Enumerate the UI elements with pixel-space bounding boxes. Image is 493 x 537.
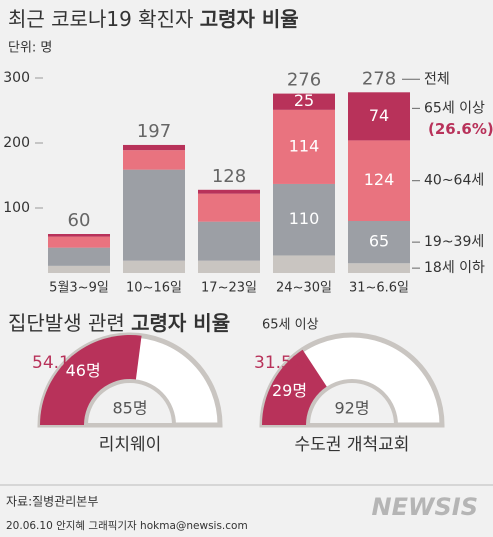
x-tick-label: 31~6.6일 [349,281,409,296]
donut-name: 리치웨이 [99,435,162,455]
bar-segment [198,189,260,194]
title-main: 최근 코로나19 확진자 [8,7,193,31]
bar-segment [198,260,260,273]
unit: 단위: 명 [8,41,52,56]
count-label: 29명 [272,381,307,400]
bar-segment [273,255,335,273]
count-label: 46명 [66,361,101,380]
total-label: 128 [212,166,246,187]
bar-segment [48,247,110,266]
section-title-main: 집단발생 관련 [8,311,125,335]
bar-segment [348,92,410,141]
legend-label: 19~39세 [424,234,484,250]
legend-label: 18세 이하 [424,260,485,276]
total-label: 278 [362,68,396,89]
x-tick-label: 24~30일 [276,281,332,296]
total-label: 85명 [112,399,147,418]
bar-segment [348,140,410,221]
section-title: 집단발생 관련 고령자 비율 [8,311,230,335]
section-subtitle: 65세 이상 [262,318,319,333]
credit: 20.06.10 안지혜 그래픽기자 hokma@newsis.com [6,520,248,532]
value-label: 65 [369,232,389,251]
total-label: 276 [287,70,321,91]
legend-label: 40~64세 [424,173,484,189]
value-label: 124 [364,170,395,189]
y-tick-label: 200 [3,135,30,151]
bar-segment [198,221,260,261]
section-title-emphasis: 고령자 비율 [131,311,230,335]
x-tick-label: 5월3~9일 [49,281,109,296]
donut-name: 수도권 개척교회 [295,435,410,455]
bar-segment [123,260,185,273]
total-label: 60 [68,210,91,231]
donut-hole [83,379,177,427]
percent-label: 54.1% [32,353,86,373]
annotation: (26.6%) [428,120,493,138]
legend-label: 65세 이상 [424,100,485,116]
bar-segment [123,150,185,170]
value-label: 110 [289,209,320,228]
bar-segment [48,234,110,237]
bar-segment [123,144,185,151]
legend-label: 전체 [424,71,450,87]
title-emphasis: 고령자 비율 [200,7,299,31]
donut-hole [305,379,399,427]
y-tick-label: 100 [3,200,30,216]
total-label: 197 [137,121,171,142]
bar-segment [273,109,335,184]
value-label: 114 [289,136,320,155]
total-label: 92명 [334,399,369,418]
logo: NEWSIS [372,493,478,521]
y-tick-label: 300 [3,70,30,86]
value-label: 25 [294,91,314,110]
source: 자료:질병관리본부 [6,495,98,509]
bar-segment [348,221,410,264]
percent-label: 31.5% [254,353,308,373]
bar-segment [123,169,185,261]
bar-segment [273,93,335,110]
x-tick-label: 17~23일 [201,281,257,296]
bar-segment [198,193,260,222]
bar-segment [48,265,110,273]
bar-segment [348,263,410,273]
bar-segment [273,183,335,256]
title: 최근 코로나19 확진자 고령자 비율 [8,7,299,31]
bar-segment [48,236,110,248]
x-tick-label: 10~16일 [126,281,182,296]
value-label: 74 [369,106,389,125]
